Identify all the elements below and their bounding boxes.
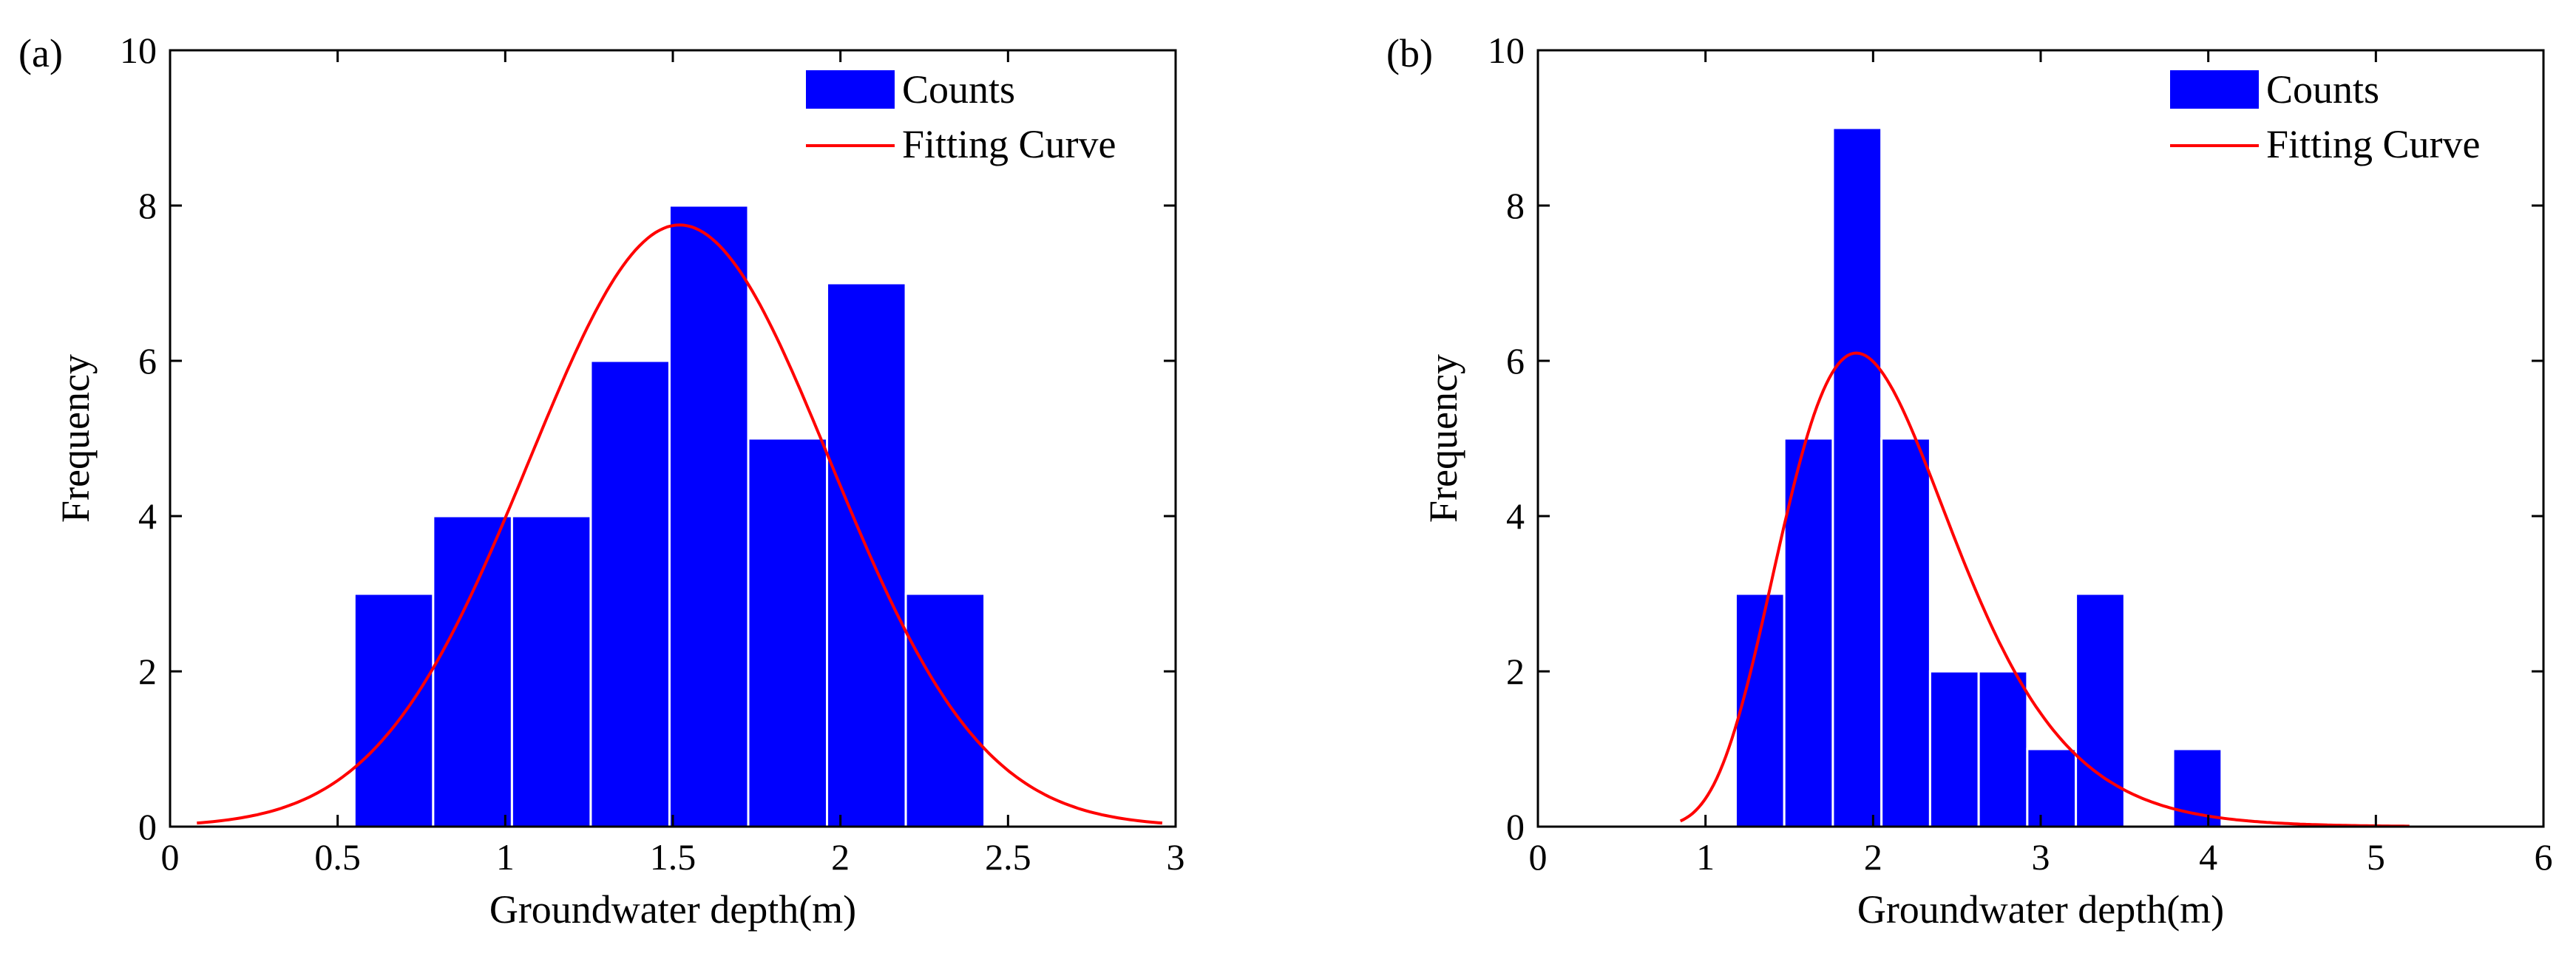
x-tick-label: 2.5 bbox=[985, 836, 1031, 878]
fitting-curve-line bbox=[1679, 351, 2410, 828]
legend-counts-label: Counts bbox=[902, 67, 1015, 112]
panel-a-chart: 0 0.5 1 1.5 2 2.5 3 0 2 4 6 8 10 Groundwater depth(m)… bbox=[18, 30, 1185, 932]
y-tick-label: 8 bbox=[1506, 185, 1525, 226]
y-tick-label: 2 bbox=[138, 651, 157, 692]
y-tick-label: 6 bbox=[138, 340, 157, 382]
x-tick-label: 0 bbox=[1529, 836, 1548, 878]
x-axis-label: Groundwater depth(m) bbox=[489, 887, 856, 932]
y-tick-label: 0 bbox=[1506, 806, 1525, 847]
y-tick-label: 10 bbox=[1488, 30, 1525, 71]
histogram-bar bbox=[432, 515, 513, 828]
histogram-bar bbox=[1831, 126, 1883, 828]
legend-curve-label: Fitting Curve bbox=[902, 122, 1116, 166]
x-axis-label: Groundwater depth(m) bbox=[1857, 887, 2224, 932]
x-tick-label: 1 bbox=[496, 836, 515, 878]
histogram-bar bbox=[747, 437, 829, 828]
y-tick-label: 8 bbox=[138, 185, 157, 226]
panel-label: (a) bbox=[18, 31, 63, 75]
x-tick-label: 3 bbox=[1167, 836, 1185, 878]
x-tick-label: 5 bbox=[2367, 836, 2385, 878]
x-tick-label: 6 bbox=[2535, 836, 2553, 878]
y-axis-label: Frequency bbox=[1421, 354, 1465, 523]
x-tick-label: 0.5 bbox=[314, 836, 361, 878]
x-tick-label: 3 bbox=[2032, 836, 2050, 878]
panel-b-chart: 0 1 2 3 4 5 6 0 2 4 6 8 10 Groundwater depth(m) Freque… bbox=[1386, 30, 2553, 932]
histogram-bar bbox=[589, 359, 671, 828]
histogram-bar bbox=[1928, 670, 1980, 828]
histogram-bar bbox=[2026, 748, 2078, 828]
y-tick-label: 4 bbox=[1506, 495, 1525, 537]
legend-counts-label: Counts bbox=[2266, 67, 2379, 112]
histogram-bar bbox=[1977, 670, 2029, 828]
legend-counts-swatch bbox=[2170, 70, 2259, 109]
plot-frame bbox=[1536, 49, 2545, 828]
x-tick-label: 1.5 bbox=[650, 836, 696, 878]
fitting-curve-line bbox=[197, 223, 1163, 825]
y-tick-label: 10 bbox=[120, 30, 157, 71]
x-tick-label: 2 bbox=[831, 836, 850, 878]
histogram-bar bbox=[2075, 592, 2126, 828]
x-tick-label: 0 bbox=[161, 836, 180, 878]
histogram-bar bbox=[668, 204, 750, 828]
histogram-bar bbox=[1880, 437, 1931, 828]
histogram-bar bbox=[826, 282, 907, 828]
histogram-bar bbox=[510, 515, 592, 828]
y-tick-label: 0 bbox=[138, 806, 157, 847]
legend-counts-swatch bbox=[806, 70, 895, 109]
y-tick-label: 2 bbox=[1506, 651, 1525, 692]
panel-label: (b) bbox=[1386, 31, 1433, 75]
y-tick-label: 6 bbox=[1506, 340, 1525, 382]
histogram-bar bbox=[353, 592, 435, 828]
x-tick-label: 4 bbox=[2199, 836, 2217, 878]
legend-curve-label: Fitting Curve bbox=[2266, 122, 2481, 166]
histogram-bar bbox=[904, 592, 986, 828]
x-tick-label: 2 bbox=[1864, 836, 1882, 878]
x-tick-label: 1 bbox=[1696, 836, 1715, 878]
y-axis-label: Frequency bbox=[53, 354, 98, 523]
y-tick-label: 4 bbox=[138, 495, 157, 537]
